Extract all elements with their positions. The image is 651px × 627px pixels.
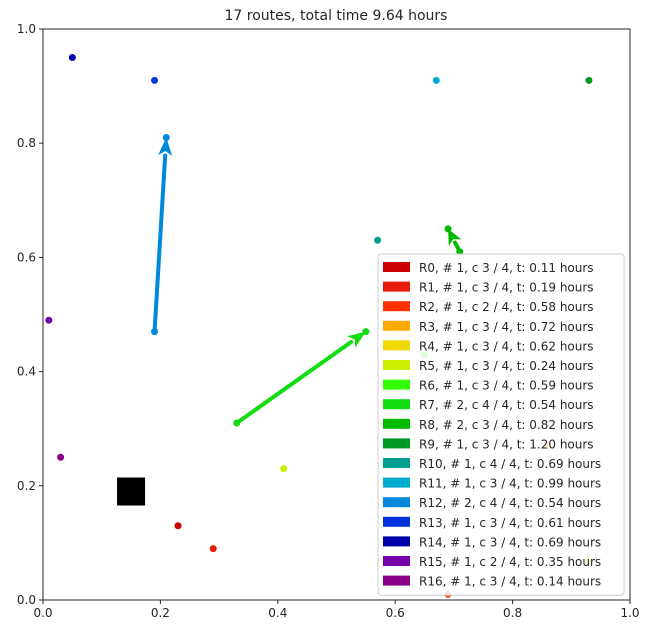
legend-label: R5, # 1, c 3 / 4, t: 0.24 hours: [419, 359, 594, 373]
legend-box: [377, 253, 625, 596]
legend-swatch: [383, 301, 410, 312]
customer-point: [233, 419, 241, 427]
legend-swatch: [383, 438, 410, 449]
legend-label: R0, # 1, c 3 / 4, t: 0.11 hours: [419, 261, 594, 275]
legend-swatch: [383, 477, 410, 488]
customer-point: [456, 248, 464, 256]
legend-label: R11, # 1, c 3 / 4, t: 0.99 hours: [419, 477, 601, 491]
plot-frame: [42, 28, 631, 601]
x-tick-label: 0.6: [386, 606, 405, 620]
x-tick-label: 0.2: [151, 606, 170, 620]
legend-swatch: [383, 360, 410, 370]
legend-label: R8, # 2, c 3 / 4, t: 0.82 hours: [419, 418, 594, 432]
legend-swatch: [383, 418, 410, 429]
legend-label: R6, # 1, c 3 / 4, t: 0.59 hours: [419, 379, 594, 393]
legend-label: R14, # 1, c 3 / 4, t: 0.69 hours: [419, 535, 601, 549]
customer-point: [68, 54, 76, 62]
legend-label: R9, # 1, c 3 / 4, t: 1.20 hours: [419, 437, 594, 451]
legend-label: R13, # 1, c 3 / 4, t: 0.61 hours: [419, 516, 601, 530]
y-tick-label: 0.4: [17, 365, 36, 379]
legend-swatch: [383, 320, 410, 331]
customer-point: [162, 133, 170, 141]
legend-swatch: [383, 536, 410, 547]
y-tick-label: 0.0: [17, 593, 36, 607]
customer-point: [45, 316, 53, 324]
route-arrowhead: [448, 228, 462, 246]
legend-swatch: [383, 340, 410, 351]
route-arrowhead: [347, 331, 366, 348]
customer-point: [57, 453, 65, 461]
legend-swatch: [383, 458, 410, 468]
customer-point: [444, 225, 452, 233]
legend-swatch: [383, 516, 410, 527]
customer-point: [374, 236, 382, 244]
x-tick-label: 0.4: [268, 606, 287, 620]
route-arrowhead: [158, 137, 173, 156]
customer-point: [209, 545, 217, 553]
legend-label: R16, # 1, c 3 / 4, t: 0.14 hours: [419, 575, 601, 589]
customer-point: [280, 465, 288, 473]
legend-swatch: [383, 379, 410, 390]
customer-point: [432, 76, 440, 84]
y-axis: 0.0 0.2 0.4 0.6 0.8 1.0: [17, 22, 43, 607]
y-tick-label: 1.0: [17, 22, 36, 36]
x-axis: 0.0 0.2 0.4 0.6 0.8 1.0: [33, 600, 640, 620]
depot-marker: [117, 477, 146, 506]
legend-label: R12, # 2, c 4 / 4, t: 0.54 hours: [419, 496, 601, 510]
legend: R0, # 1, c 3 / 4, t: 0.11 hours R1, # 1, …: [377, 253, 625, 596]
legend-swatch: [383, 262, 410, 272]
route-line: [234, 340, 354, 425]
customer-point: [151, 328, 159, 336]
legend-label: R4, # 1, c 3 / 4, t: 0.62 hours: [419, 339, 594, 353]
x-tick-label: 1.0: [620, 606, 639, 620]
legend-label: R7, # 2, c 4 / 4, t: 0.54 hours: [419, 398, 594, 412]
legend-label: R10, # 1, c 4 / 4, t: 0.69 hours: [419, 457, 601, 471]
customer-point: [585, 76, 593, 84]
route-arrows: [152, 137, 462, 425]
legend-swatch: [383, 399, 410, 410]
legend-swatch: [383, 556, 410, 566]
x-tick-label: 0.0: [33, 606, 52, 620]
customer-point: [362, 328, 370, 336]
legend-swatch: [383, 497, 410, 508]
legend-label: R15, # 1, c 2 / 4, t: 0.35 hours: [419, 555, 601, 569]
x-tick-label: 0.8: [503, 606, 522, 620]
y-tick-label: 0.2: [17, 479, 36, 493]
legend-label: R1, # 1, c 3 / 4, t: 0.19 hours: [419, 281, 594, 295]
chart-title: 17 routes, total time 9.64 hours: [225, 8, 448, 24]
y-tick-label: 0.6: [17, 250, 36, 264]
legend-label: R2, # 1, c 2 / 4, t: 0.58 hours: [419, 300, 594, 314]
route-line: [152, 153, 168, 334]
customer-point: [151, 76, 159, 84]
legend-label: R3, # 1, c 3 / 4, t: 0.72 hours: [419, 320, 594, 334]
customer-point: [174, 522, 182, 530]
legend-swatch: [383, 575, 410, 586]
y-tick-label: 0.8: [17, 136, 36, 150]
legend-swatch: [383, 281, 410, 292]
